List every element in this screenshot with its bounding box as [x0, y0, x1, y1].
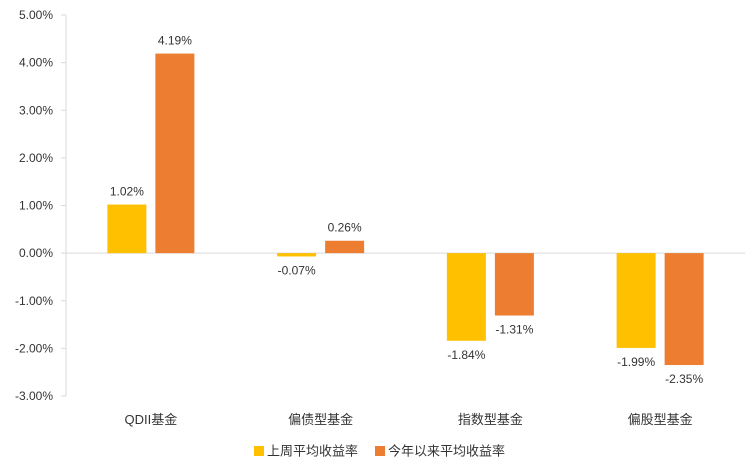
legend-swatch [375, 446, 385, 456]
data-label: -1.99% [617, 355, 655, 369]
data-label: -1.31% [495, 323, 533, 337]
data-label: -1.84% [447, 348, 485, 362]
bars [107, 53, 704, 366]
y-tick-label: 2.00% [19, 151, 53, 165]
category-label: 偏债型基金 [288, 412, 353, 427]
bar-last-week-1 [277, 253, 317, 257]
y-axis: 5.00% 4.00% 3.00% 2.00% 1.00% 0.00% -1.00% -2.0… [15, 8, 745, 403]
y-tick-label: 1.00% [19, 199, 53, 213]
y-tick-label: -2.00% [15, 341, 53, 355]
y-tick-label: -3.00% [15, 389, 53, 403]
legend: 上周平均收益率 今年以来平均收益率 [254, 444, 505, 459]
bar-last-week-2 [446, 253, 486, 341]
category-label: 偏股型基金 [628, 412, 693, 427]
data-label: 0.26% [328, 221, 362, 235]
bar-last-week-0 [107, 204, 147, 254]
legend-label: 上周平均收益率 [267, 444, 358, 459]
bar-ytd-1 [325, 240, 365, 254]
data-label: 4.19% [158, 34, 192, 48]
y-tick-label: 4.00% [19, 56, 53, 70]
bar-last-week-3 [616, 253, 656, 348]
y-tick-label: 3.00% [19, 103, 53, 117]
bar-ytd-3 [664, 253, 704, 366]
bar-ytd-0 [155, 53, 195, 254]
data-labels: 1.02% 4.19% -0.07% 0.26% -1.84% -1.31% -1.99%-… [110, 34, 704, 386]
legend-swatch [254, 446, 264, 456]
data-label: -2.35% [665, 372, 703, 386]
y-tick-label: 5.00% [19, 8, 53, 22]
data-label: -0.07% [278, 263, 316, 277]
bar-ytd-2 [494, 253, 534, 316]
y-tick-label: -1.00% [15, 294, 53, 308]
legend-label: 今年以来平均收益率 [388, 444, 505, 459]
category-labels: QDII基金 偏债型基金 指数型基金 偏股型基金 [125, 412, 693, 427]
y-tick-label: 0.00% [19, 246, 53, 260]
category-label: QDII基金 [125, 412, 178, 427]
category-label: 指数型基金 [458, 412, 523, 427]
data-label: 1.02% [110, 185, 144, 199]
